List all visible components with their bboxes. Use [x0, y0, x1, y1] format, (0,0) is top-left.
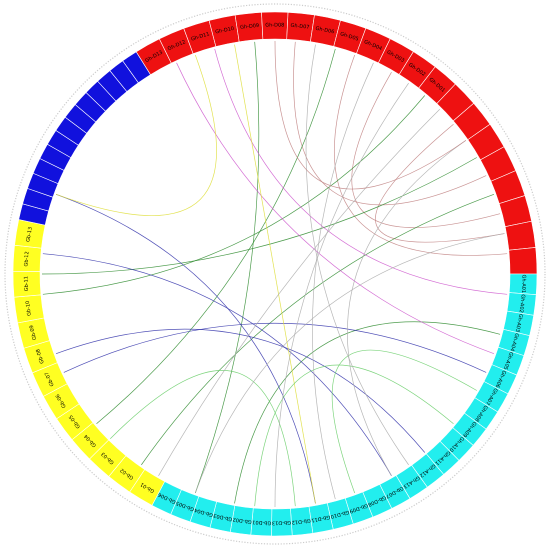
segment-label: Gb-10: [25, 300, 33, 316]
segment-label: Gh-D07: [290, 23, 310, 31]
chord-link: [234, 44, 316, 504]
chord-link: [96, 48, 336, 425]
chord-link: [109, 370, 296, 507]
segment-label: Gb-13: [25, 226, 33, 242]
segment-label: Gb-12: [23, 251, 30, 267]
segment-label: Gb-D13: [272, 519, 291, 525]
chord-link: [55, 193, 316, 504]
segment-label: Gh-D11: [190, 31, 210, 42]
segment-label: Gh-D05: [339, 31, 359, 42]
segment-label: Gb-D02: [232, 516, 252, 524]
chord-link: [331, 349, 477, 494]
segment-label: Gb-D12: [291, 517, 311, 525]
segment-label: Gb-09: [29, 324, 38, 340]
chord-link: [346, 140, 467, 476]
segment-label: Gh-D06: [315, 26, 335, 36]
chord-link: [274, 82, 409, 508]
segment-label: Gb-D10: [330, 509, 350, 520]
chord-link: [63, 322, 487, 373]
chord-link: [293, 41, 487, 206]
chord-links: [41, 40, 508, 508]
segment-label: Gb-11: [23, 276, 30, 291]
chord-link: [141, 193, 495, 466]
chord-link: [214, 48, 508, 295]
segment-label: Gb-D01: [252, 519, 271, 526]
chord-link: [194, 41, 260, 494]
segment-label: Gb-07: [44, 371, 56, 387]
chord-link: [375, 123, 505, 243]
segment-label: Gh-A02: [518, 294, 526, 313]
segment-label: Gb-D03: [213, 512, 233, 522]
segment-label: Gh-D09: [240, 23, 260, 31]
segment-label: Gh-D10: [215, 26, 235, 36]
segment-label: Gb-08: [35, 348, 46, 364]
segment-red-19: [504, 220, 536, 251]
chord-link: [274, 40, 467, 190]
chord-link: [158, 108, 441, 476]
chord-link: [42, 253, 392, 476]
chord-link: [351, 72, 501, 228]
chord-link: [41, 157, 477, 275]
chord-link: [333, 54, 508, 256]
segment-label: Gh-A04: [509, 332, 520, 351]
segment-red-20: [508, 247, 538, 275]
segment-label: Gh-A03: [514, 313, 524, 332]
chord-link: [42, 95, 426, 295]
segment-label: Gb-D04: [194, 506, 214, 517]
chord-link: [234, 321, 501, 504]
outer-tick-ring: [4, 3, 546, 545]
chord-link: [55, 54, 217, 216]
segment-label: Gb-D11: [311, 514, 331, 523]
chord-link: [305, 44, 409, 466]
chord-link: [312, 62, 374, 500]
segment-blue-12: [122, 51, 151, 84]
segment-label: Gh-D08: [265, 22, 284, 28]
segment-label: Gh-A01: [520, 274, 527, 293]
chord-link: [176, 62, 495, 355]
chord-link: [254, 364, 454, 507]
chord-link: [55, 328, 426, 453]
chord-link: [194, 233, 505, 494]
